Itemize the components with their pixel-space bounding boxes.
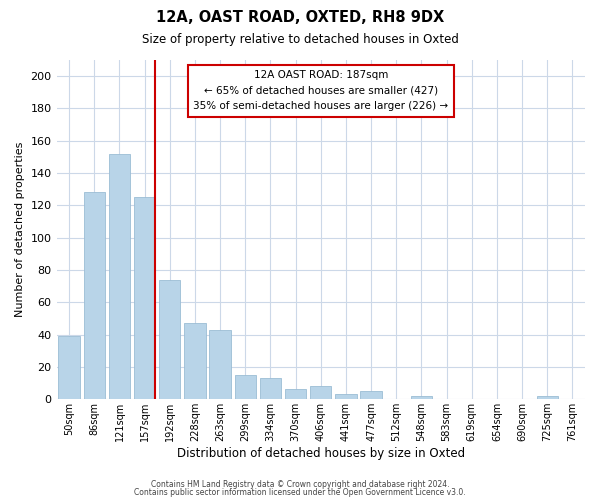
Text: 12A, OAST ROAD, OXTED, RH8 9DX: 12A, OAST ROAD, OXTED, RH8 9DX: [156, 10, 444, 25]
Bar: [285, 390, 307, 399]
Bar: [335, 394, 356, 399]
Text: Contains public sector information licensed under the Open Government Licence v3: Contains public sector information licen…: [134, 488, 466, 497]
Bar: [134, 198, 155, 399]
Bar: [83, 192, 105, 399]
X-axis label: Distribution of detached houses by size in Oxted: Distribution of detached houses by size …: [177, 447, 465, 460]
Bar: [58, 336, 80, 399]
Bar: [260, 378, 281, 399]
Bar: [310, 386, 331, 399]
Bar: [209, 330, 231, 399]
Text: 12A OAST ROAD: 187sqm
← 65% of detached houses are smaller (427)
35% of semi-det: 12A OAST ROAD: 187sqm ← 65% of detached …: [193, 70, 448, 112]
Bar: [536, 396, 558, 399]
Y-axis label: Number of detached properties: Number of detached properties: [15, 142, 25, 318]
Bar: [109, 154, 130, 399]
Bar: [411, 396, 432, 399]
Bar: [184, 324, 206, 399]
Bar: [159, 280, 181, 399]
Text: Size of property relative to detached houses in Oxted: Size of property relative to detached ho…: [142, 32, 458, 46]
Bar: [235, 375, 256, 399]
Text: Contains HM Land Registry data © Crown copyright and database right 2024.: Contains HM Land Registry data © Crown c…: [151, 480, 449, 489]
Bar: [361, 391, 382, 399]
